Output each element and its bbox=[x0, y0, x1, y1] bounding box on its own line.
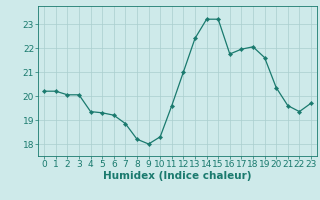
X-axis label: Humidex (Indice chaleur): Humidex (Indice chaleur) bbox=[103, 171, 252, 181]
